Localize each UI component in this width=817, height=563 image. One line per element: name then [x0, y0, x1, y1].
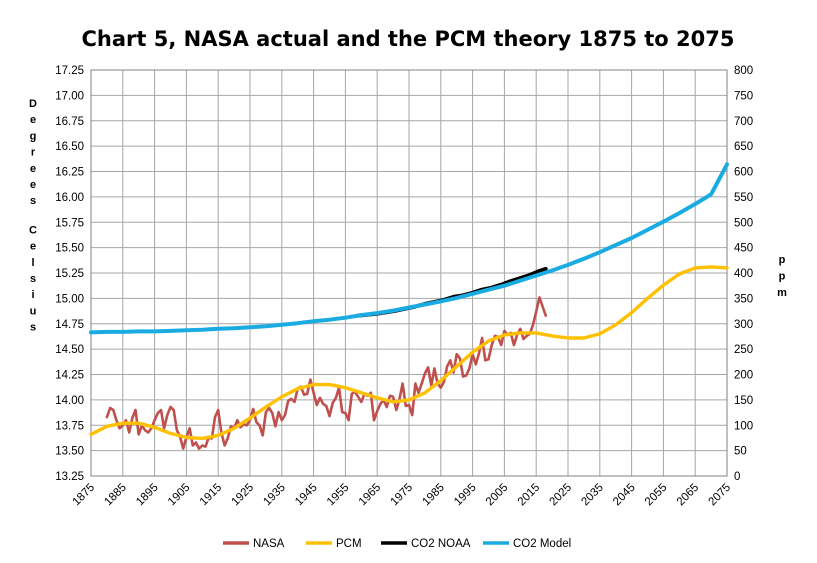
- y-right-axis-label-letter: p: [779, 271, 786, 283]
- x-tick-label: 1925: [230, 482, 257, 509]
- x-tick-label: 2065: [675, 482, 702, 509]
- y-left-tick-label: 17.25: [55, 65, 84, 77]
- y-left-tick-label: 14.75: [55, 319, 84, 331]
- y-right-tick-label: 650: [734, 141, 753, 153]
- legend-label-nasa: NASA: [253, 538, 285, 550]
- y-left-tick-label: 13.50: [55, 446, 84, 458]
- x-tick-label: 2015: [516, 482, 543, 509]
- y-left-tick-label: 13.25: [55, 471, 84, 483]
- y-left-axis-label-letter: g: [30, 130, 37, 142]
- y-left-tick-label: 15.75: [55, 217, 84, 229]
- y-left-tick-label: 14.50: [55, 344, 84, 356]
- y-left-tick-label: 14.00: [55, 395, 84, 407]
- y-right-tick-label: 600: [734, 167, 753, 179]
- y-right-tick-label: 300: [734, 319, 753, 331]
- y-right-tick-label: 400: [734, 268, 753, 280]
- y-right-tick-label: 100: [734, 420, 753, 432]
- y-right-tick-label: 0: [734, 471, 740, 483]
- y-left-axis-label-letter: i: [31, 289, 34, 301]
- axes: 17.25 17.00 16.75 16.50 16.25 16.00 15.75 15.50…: [29, 65, 787, 508]
- y-left-axis-label-letter: l: [31, 257, 34, 269]
- x-tick-label: 2035: [579, 482, 606, 509]
- chart-title: Chart 5, NASA actual and the PCM theory …: [82, 27, 735, 51]
- y-left-tick-label: 15.25: [55, 268, 84, 280]
- y-left-axis-label-letter: u: [30, 305, 37, 317]
- y-left-axis-label-letter: e: [30, 114, 36, 126]
- legend-label-co2-model: CO2 Model: [513, 538, 571, 550]
- y-left-tick-label: 16.75: [55, 116, 84, 128]
- y-right-tick-label: 500: [734, 217, 753, 229]
- legend: NASA PCM CO2 NOAA CO2 Model: [223, 538, 571, 550]
- y-left-tick-label: 16.00: [55, 192, 84, 204]
- y-left-axis-label-letter: s: [30, 273, 36, 285]
- y-right-tick-label: 150: [734, 395, 753, 407]
- series-line-co2-model: [89, 162, 729, 335]
- y-left-tick-label: 16.50: [55, 141, 84, 153]
- y-left-axis-label-letter: e: [30, 241, 36, 253]
- legend-label-pcm: PCM: [336, 538, 362, 550]
- legend-label-co2-noaa: CO2 NOAA: [411, 538, 471, 550]
- y-right-tick-label: 750: [734, 90, 753, 102]
- y-right-tick-label: 250: [734, 344, 753, 356]
- y-left-axis-label-letter: r: [31, 147, 36, 159]
- y-right-tick-label: 700: [734, 116, 753, 128]
- y-left-axis-label-letter: C: [29, 224, 37, 236]
- x-tick-label: 1965: [357, 482, 384, 509]
- x-tick-label: 1895: [134, 482, 161, 509]
- y-right-tick-label: 350: [734, 293, 753, 305]
- x-tick-label: 2025: [548, 482, 575, 509]
- y-right-axis-label-letter: m: [777, 287, 787, 299]
- y-right-tick-label: 550: [734, 192, 753, 204]
- y-right-tick-label: 800: [734, 65, 753, 77]
- y-left-tick-label: 13.75: [55, 420, 84, 432]
- y-right-tick-label: 200: [734, 370, 753, 382]
- x-tick-label: 2075: [707, 482, 734, 509]
- y-left-axis-label-letter: s: [30, 195, 36, 207]
- x-tick-label: 1905: [166, 482, 193, 509]
- y-right-tick-label: 50: [734, 446, 747, 458]
- y-left-axis-label-letter: D: [29, 98, 37, 110]
- x-tick-label: 1955: [325, 482, 352, 509]
- series-line-co2-noaa: [356, 266, 548, 318]
- x-tick-label: 1915: [198, 482, 225, 509]
- x-tick-label: 1935: [261, 482, 288, 509]
- y-left-axis-label-letter: e: [30, 179, 36, 191]
- x-tick-label: 1885: [102, 482, 129, 509]
- x-tick-label: 1995: [452, 482, 479, 509]
- x-tick-label: 2005: [484, 482, 511, 509]
- y-right-axis-label: ppm: [777, 254, 787, 299]
- y-right-axis-label-letter: p: [779, 254, 786, 266]
- x-tick-label: 1985: [420, 482, 447, 509]
- y-left-tick-label: 14.25: [55, 370, 84, 382]
- x-tick-label: 1975: [389, 482, 416, 509]
- y-left-tick-label: 17.00: [55, 90, 84, 102]
- series-lines: [89, 162, 729, 450]
- x-tick-label: 1945: [293, 482, 320, 509]
- x-tick-label: 2055: [643, 482, 670, 509]
- y-left-axis-label-letter: e: [30, 163, 36, 175]
- series-line-pcm: [89, 265, 729, 441]
- plot-frame: [90, 69, 728, 477]
- y-left-axis-label-letter: s: [30, 322, 36, 334]
- grid: [90, 69, 728, 477]
- x-tick-label: 1875: [71, 482, 98, 509]
- y-left-tick-label: 15.00: [55, 293, 84, 305]
- y-left-tick-label: 15.50: [55, 243, 84, 255]
- x-tick-label: 2045: [611, 482, 638, 509]
- y-right-tick-label: 450: [734, 243, 753, 255]
- y-left-tick-label: 16.25: [55, 167, 84, 179]
